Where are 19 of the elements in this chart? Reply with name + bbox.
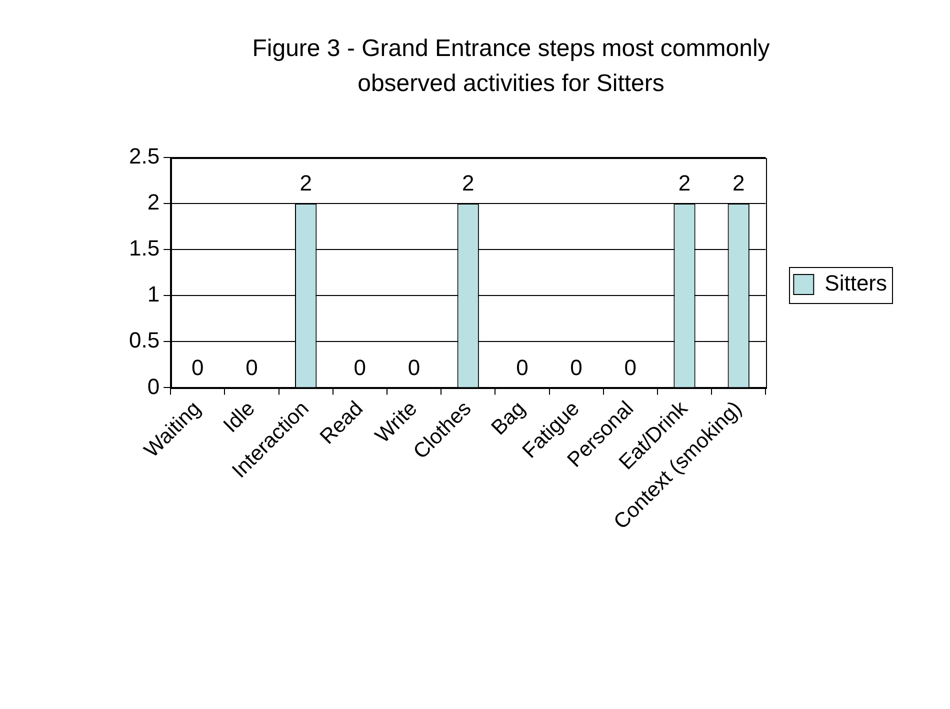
y-tick-label: 1.5 [128,236,160,261]
data-label: 2 [462,170,474,196]
data-label: 0 [192,354,204,380]
data-label: 0 [516,354,528,380]
y-tick-label: 0 [147,374,160,399]
data-label: 2 [678,170,691,196]
legend-label: Sitters [824,270,888,296]
data-label: 2 [732,170,745,196]
y-tick-label: 2 [147,190,160,215]
y-tick-label: 0.5 [128,328,160,353]
y-tick-label: 1 [147,282,160,307]
data-label: 2 [300,170,312,196]
chart-title: Figure 3 - Grand Entrance steps most commonly observed activities for Sitters [252,35,770,97]
data-label: 0 [624,354,637,380]
data-label: 0 [354,354,366,380]
y-tick-label: 2.5 [128,144,160,169]
data-label: 0 [408,354,420,380]
data-label: 0 [570,354,582,380]
data-label: 0 [246,354,258,380]
